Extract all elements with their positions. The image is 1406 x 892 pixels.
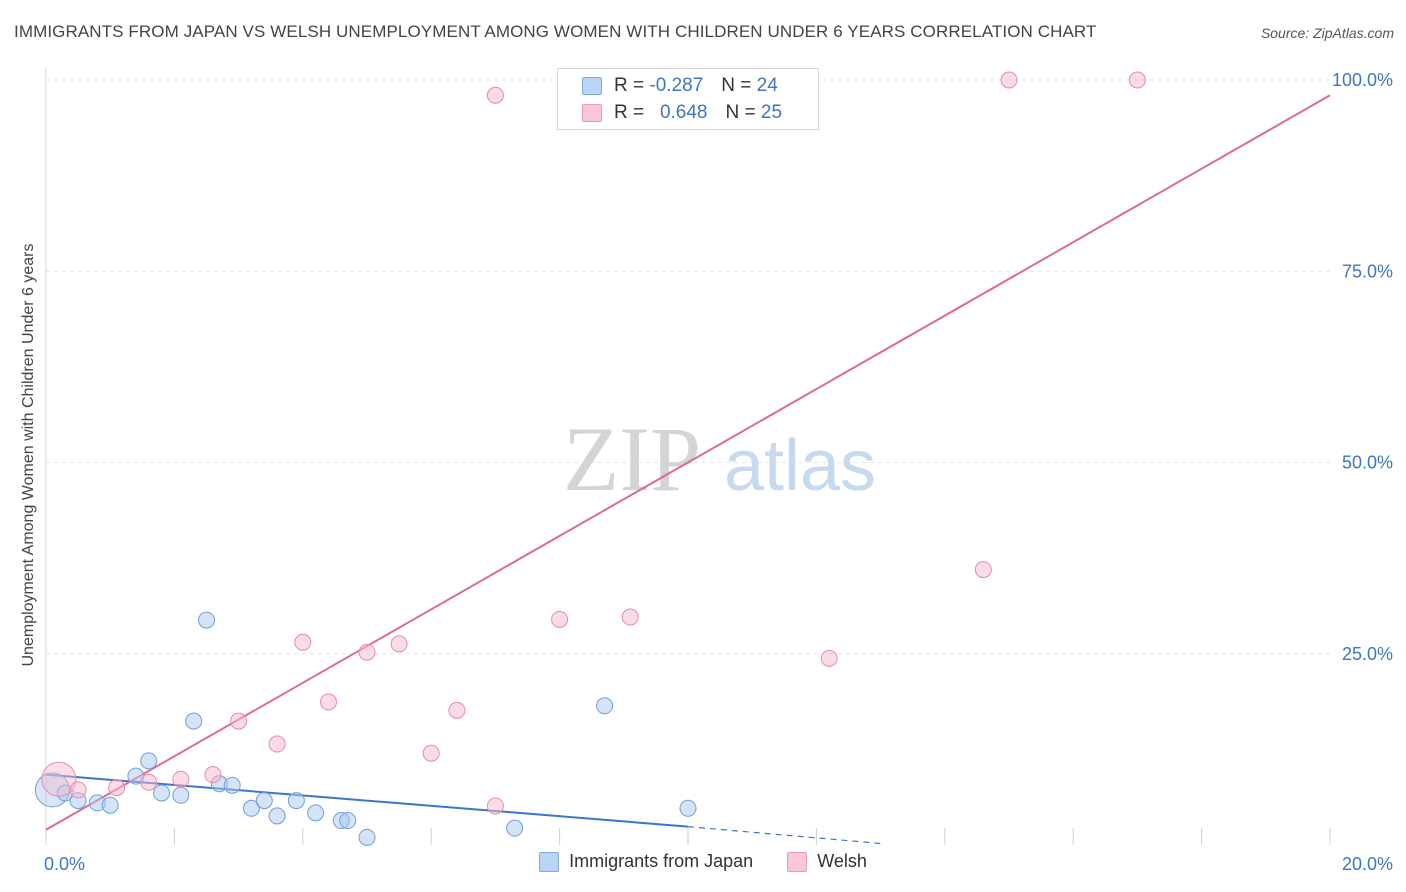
legend-n-label: N =	[721, 75, 752, 96]
source-credit: Source: ZipAtlas.com	[1260, 25, 1394, 41]
point-welsh	[172, 770, 190, 788]
x-tick-label-max: 20.0%	[1342, 854, 1393, 874]
point-japan	[679, 799, 697, 817]
legend-n-value-welsh: 25	[760, 102, 783, 123]
point-welsh	[358, 643, 376, 661]
point-welsh	[140, 773, 158, 791]
series-label-japan: Immigrants from Japan	[569, 851, 754, 871]
point-japan	[596, 697, 614, 715]
legend-r-label: R =	[614, 75, 645, 96]
legend-n-label: N =	[725, 102, 756, 123]
series-legend-welsh[interactable]: Welsh	[787, 851, 867, 872]
point-welsh	[390, 635, 408, 653]
y-tick-label: 25.0%	[1342, 644, 1393, 664]
point-japan	[242, 799, 260, 817]
point-welsh	[41, 761, 77, 797]
point-japan	[307, 804, 325, 822]
point-japan	[506, 819, 524, 837]
trend-line-japan-extension	[687, 826, 881, 845]
point-welsh	[621, 608, 639, 626]
point-welsh	[1000, 71, 1018, 89]
point-welsh	[268, 735, 286, 753]
watermark-atlas: atlas	[724, 426, 876, 506]
series-label-welsh: Welsh	[817, 851, 867, 871]
point-welsh	[319, 693, 337, 711]
axes	[45, 68, 1331, 845]
chart-title: IMMIGRANTS FROM JAPAN VS WELSH UNEMPLOYM…	[14, 22, 1097, 41]
point-japan	[198, 611, 215, 629]
legend-swatch-welsh	[582, 104, 602, 122]
point-japan	[255, 792, 273, 810]
point-japan	[140, 752, 158, 770]
legend-r-value-welsh: 0.648	[659, 102, 708, 123]
legend-row-welsh: R = 0.648 N = 25	[582, 101, 782, 125]
legend-r-value-japan: -0.287	[649, 75, 704, 96]
point-japan	[287, 792, 305, 810]
point-welsh	[486, 797, 504, 815]
point-welsh	[486, 86, 504, 104]
y-tick-label: 75.0%	[1342, 261, 1393, 281]
point-welsh	[230, 712, 248, 730]
point-welsh	[108, 779, 126, 797]
y-tick-label: 100.0%	[1332, 70, 1393, 90]
tick-labels: 25.0% 50.0% 75.0% 100.0% 0.0% 20.0%	[44, 70, 1393, 874]
legend-n-value-japan: 24	[756, 75, 778, 96]
point-welsh	[448, 701, 466, 719]
correlation-legend: R = -0.287 N = 24 R = 0.648 N = 25	[557, 68, 819, 130]
point-japan	[358, 828, 376, 846]
point-japan	[101, 796, 119, 814]
point-welsh	[294, 633, 312, 651]
point-welsh	[422, 744, 440, 762]
point-welsh	[974, 561, 992, 579]
point-welsh	[820, 649, 838, 667]
series-swatch-welsh	[787, 851, 808, 872]
point-welsh	[69, 781, 87, 799]
point-welsh	[204, 766, 222, 784]
point-japan	[339, 812, 357, 830]
legend-row-japan: R = -0.287 N = 24	[582, 74, 778, 98]
legend-swatch-japan	[582, 77, 602, 95]
point-japan	[268, 807, 286, 825]
series-legend-japan[interactable]: Immigrants from Japan	[539, 851, 753, 872]
series-swatch-japan	[539, 851, 560, 872]
point-japan	[185, 712, 203, 730]
point-japan	[172, 786, 190, 804]
point-welsh	[551, 610, 569, 628]
point-welsh	[1128, 71, 1146, 89]
grid-lines	[46, 79, 1330, 655]
x-tick-label-min: 0.0%	[44, 854, 85, 874]
trend-line-welsh	[45, 94, 1331, 831]
point-japan	[153, 784, 171, 802]
data-points	[34, 71, 1146, 846]
watermark-zip: ZIP	[563, 408, 701, 510]
watermark: ZIP atlas	[563, 408, 876, 510]
legend-r-label: R =	[614, 102, 645, 123]
point-japan	[223, 776, 241, 794]
y-tick-label: 50.0%	[1342, 453, 1393, 473]
series-legend: Immigrants from Japan Welsh	[0, 851, 1406, 872]
